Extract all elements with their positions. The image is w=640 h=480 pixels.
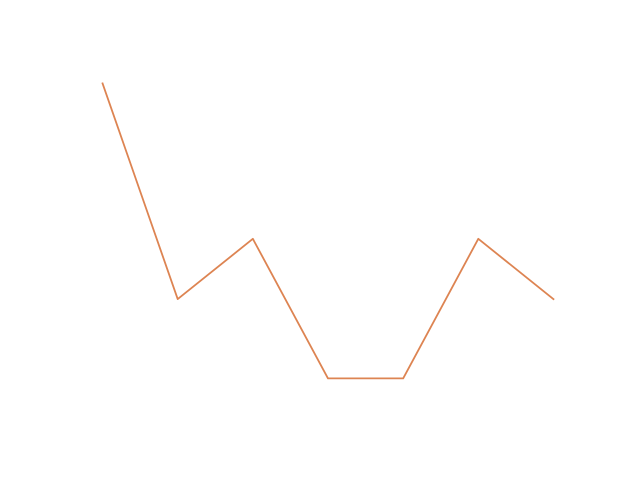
series-line-0 xyxy=(101,82,555,380)
plot-area xyxy=(101,82,555,380)
